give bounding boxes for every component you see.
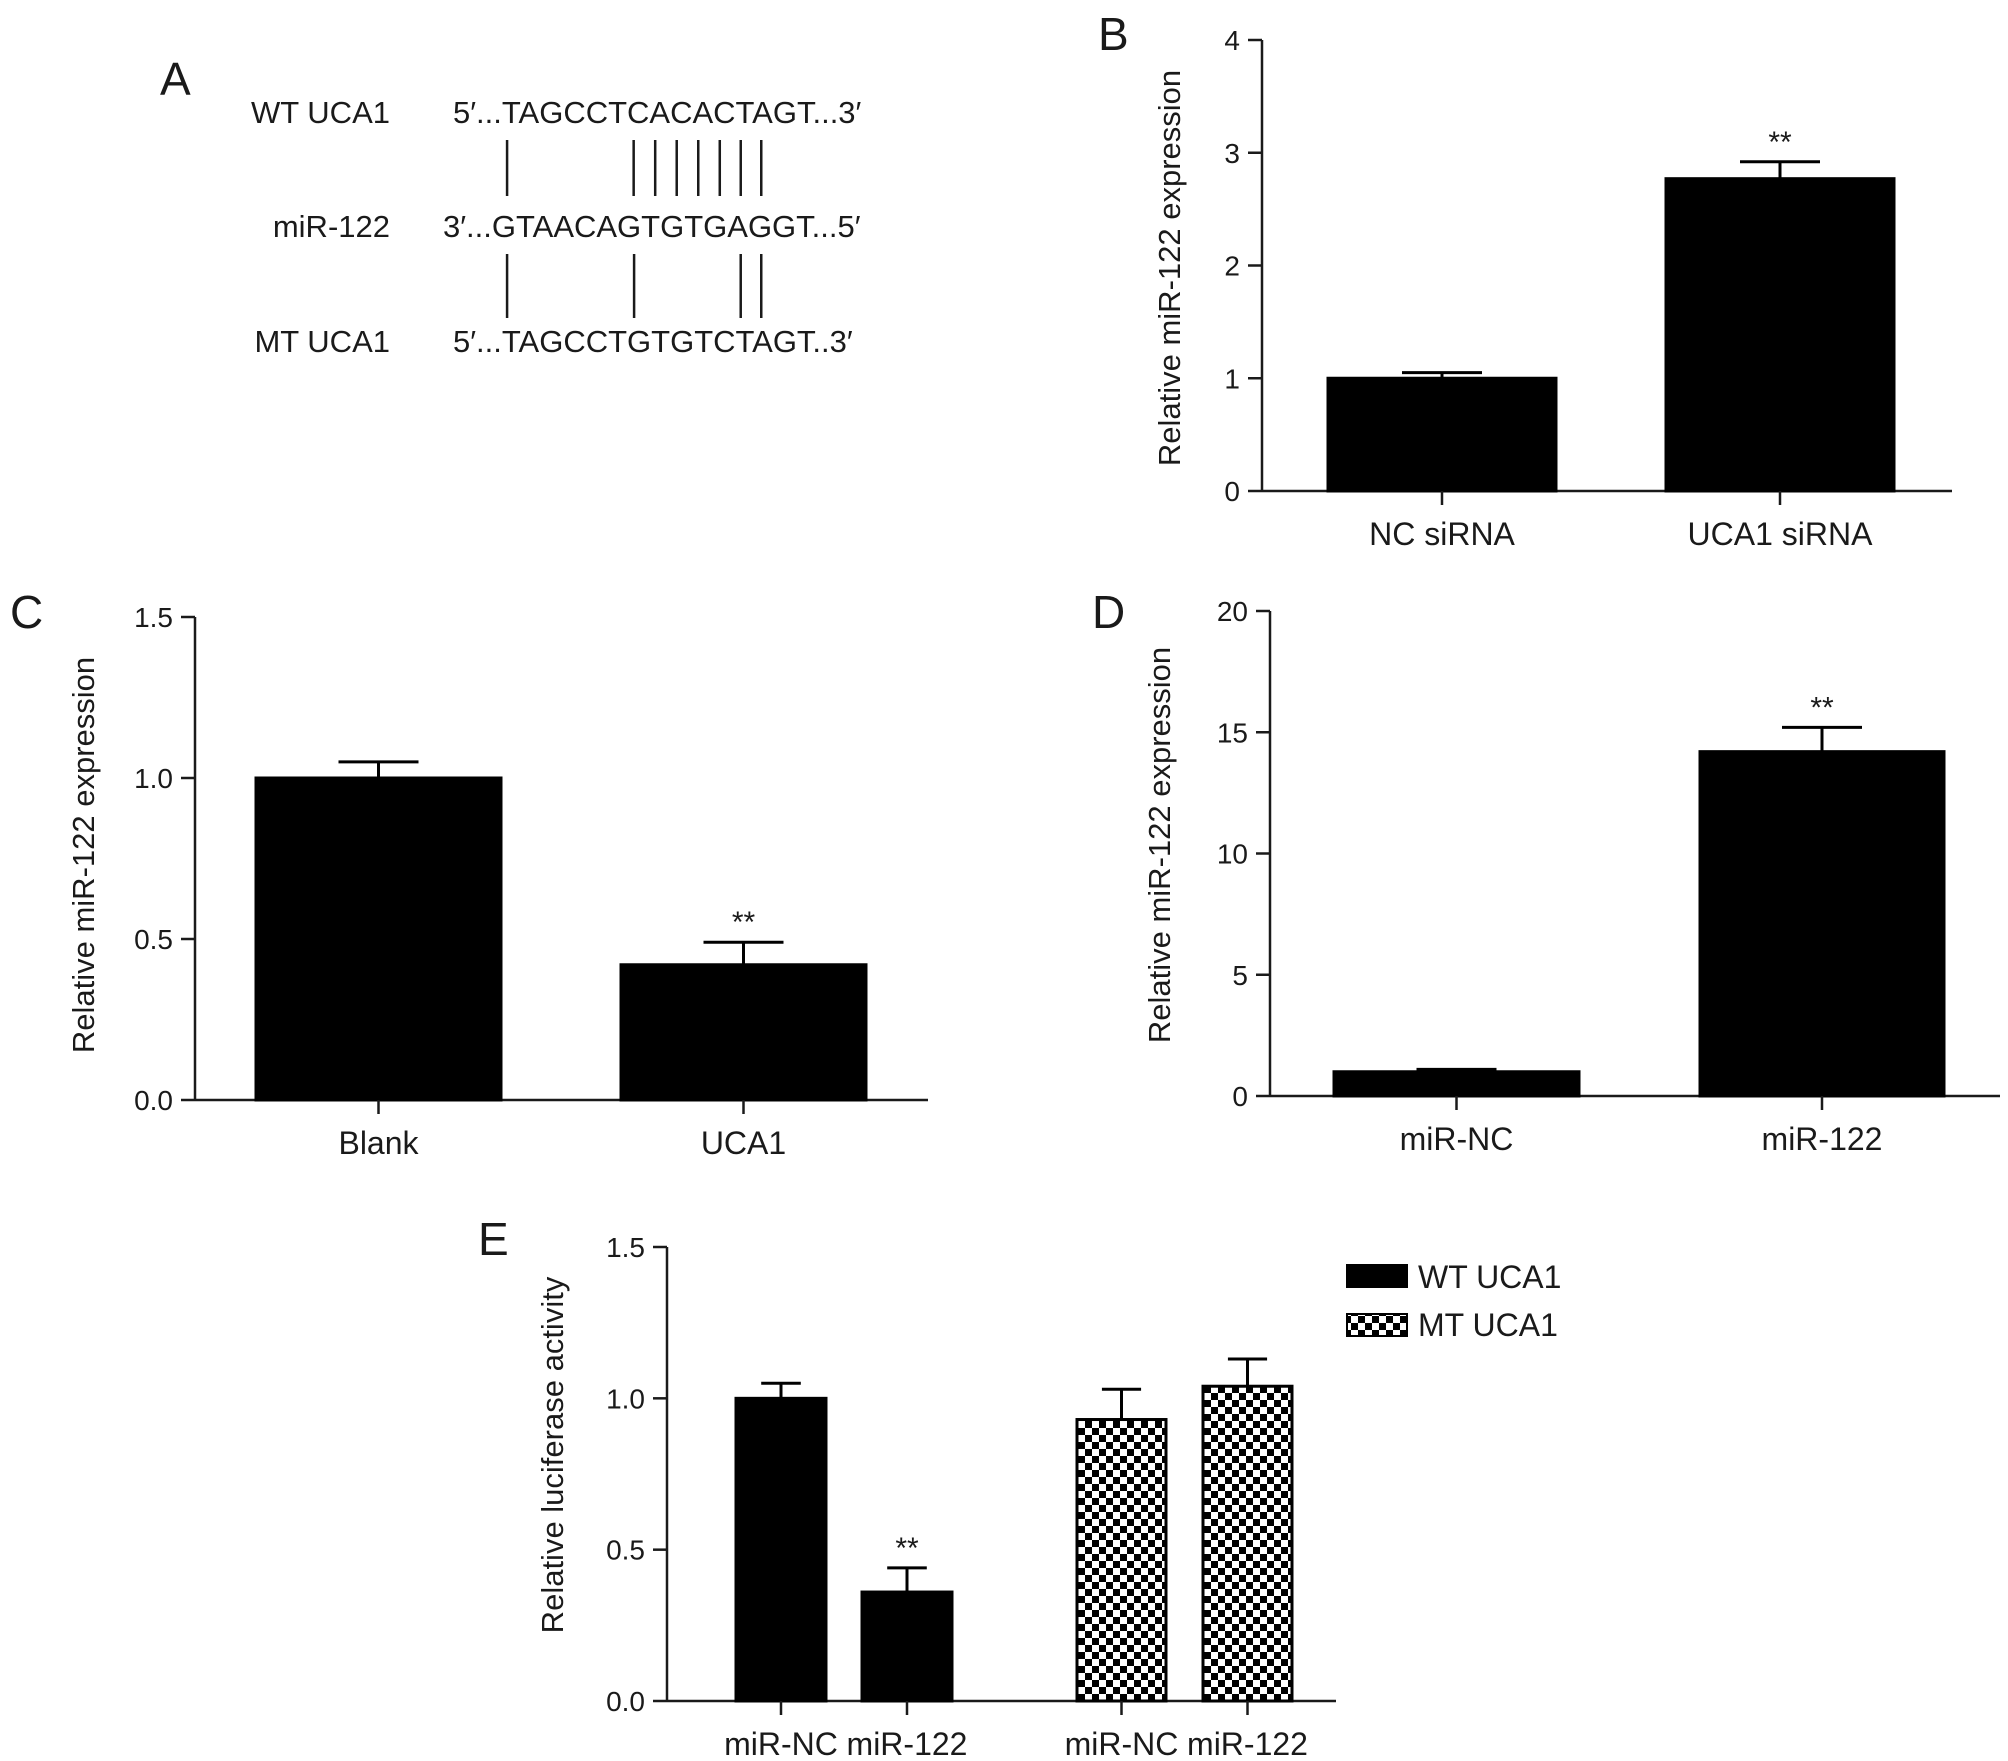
chart-d: D Relative miR-122 expression 0 5 10 15 20 mi…	[1092, 586, 2000, 1157]
seq-row-mt: 5′...TAGCCTGTGTCTAGT..3′	[453, 324, 853, 359]
chart-e: E Relative luciferase activity WT UCA1 M…	[478, 1213, 1561, 1761]
bar-c	[619, 963, 868, 1102]
panel-a: A WT UCA1 5′...TAGCCTCACACTAGT...3′ miR-…	[160, 53, 862, 359]
bar-c	[254, 776, 503, 1102]
legend-label-mt: MT UCA1	[1418, 1307, 1558, 1343]
y-tick-label-e: 1.0	[606, 1383, 645, 1414]
bar-e	[1075, 1418, 1168, 1703]
base-pairing-lines	[505, 140, 763, 318]
y-tick-label-e: 0.0	[606, 1686, 645, 1717]
y-tick-label-d: 15	[1217, 717, 1248, 748]
y-tick-label-c: 1.5	[134, 602, 173, 633]
panel-label-b: B	[1098, 8, 1129, 60]
bar-e	[734, 1396, 828, 1703]
x-tick-label-e: miR-122	[847, 1726, 968, 1761]
y-axis-label-b: Relative miR-122 expression	[1152, 70, 1187, 466]
panel-label-a: A	[160, 53, 191, 105]
x-tick-label-d: miR-122	[1762, 1121, 1883, 1157]
seq-row-mir: 3′...GTAACAGTGTGAGGT...5′	[443, 209, 861, 244]
y-tick-label-b: 0	[1224, 476, 1240, 507]
chart-b: B Relative miR-122 expression 0 1 2 3 4 NC si…	[1098, 8, 1952, 552]
y-tick-label-b: 1	[1224, 363, 1240, 394]
y-axis-label-d: Relative miR-122 expression	[1142, 647, 1177, 1043]
y-tick-label-b: 3	[1224, 138, 1240, 169]
panel-label-e: E	[478, 1213, 509, 1265]
legend-swatch-wt	[1346, 1264, 1408, 1288]
x-tick-label-e: miR-122	[1187, 1726, 1308, 1761]
legend-label-wt: WT UCA1	[1418, 1259, 1561, 1295]
significance-mark-d: **	[1810, 691, 1834, 724]
y-tick-label-c: 0.5	[134, 924, 173, 955]
y-tick-label-d: 20	[1217, 596, 1248, 627]
y-tick-label-e: 0.5	[606, 1535, 645, 1566]
x-tick-label-b: NC siRNA	[1369, 516, 1515, 552]
x-tick-label-d: miR-NC	[1400, 1121, 1514, 1157]
bar-d	[1332, 1070, 1581, 1098]
legend-e: WT UCA1 MT UCA1	[1346, 1259, 1561, 1343]
y-tick-label-c: 1.0	[134, 763, 173, 794]
x-tick-label-e: miR-NC	[1065, 1726, 1179, 1761]
significance-mark-b: **	[1768, 126, 1792, 159]
panel-label-c: C	[10, 586, 43, 638]
y-axis-label-e: Relative luciferase activity	[535, 1276, 570, 1633]
legend-swatch-mt	[1346, 1313, 1408, 1337]
seq-row-label-mt: MT UCA1	[254, 324, 390, 359]
y-tick-label-d: 0	[1232, 1081, 1248, 1112]
bar-b	[1326, 376, 1558, 493]
x-tick-label-c: Blank	[338, 1125, 419, 1161]
bar-e	[860, 1590, 954, 1703]
bar-b	[1664, 177, 1896, 493]
y-tick-label-b: 4	[1224, 25, 1240, 56]
seq-row-label-mir: miR-122	[273, 209, 390, 244]
y-tick-label-d: 10	[1217, 839, 1248, 870]
significance-mark-e: **	[895, 1532, 919, 1565]
bar-d	[1698, 750, 1946, 1098]
bar-e	[1201, 1384, 1294, 1703]
x-tick-label-c: UCA1	[701, 1125, 786, 1161]
y-tick-label-c: 0.0	[134, 1085, 173, 1116]
significance-mark-c: **	[732, 906, 756, 939]
y-tick-label-d: 5	[1232, 960, 1248, 991]
x-tick-label-b: UCA1 siRNA	[1688, 516, 1874, 552]
seq-row-wt: 5′...TAGCCTCACACTAGT...3′	[453, 95, 862, 130]
chart-c: C Relative miR-122 expression 0.0 0.5 1.0 1…	[10, 586, 928, 1161]
x-tick-label-e: miR-NC	[724, 1726, 838, 1761]
y-tick-label-e: 1.5	[606, 1232, 645, 1263]
y-axis-label-c: Relative miR-122 expression	[66, 657, 101, 1053]
seq-row-label-wt: WT UCA1	[251, 95, 390, 130]
y-tick-label-b: 2	[1224, 251, 1240, 282]
panel-label-d: D	[1092, 586, 1125, 638]
